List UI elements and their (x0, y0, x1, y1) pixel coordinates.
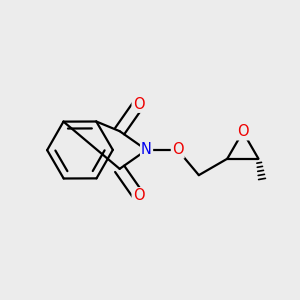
Text: O: O (172, 142, 184, 158)
Text: O: O (237, 124, 249, 139)
Text: N: N (141, 142, 152, 158)
Text: O: O (133, 97, 144, 112)
Text: O: O (133, 188, 144, 203)
